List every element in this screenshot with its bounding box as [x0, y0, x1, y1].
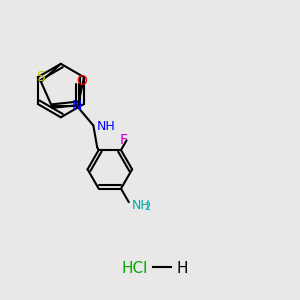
Text: NH: NH	[96, 121, 115, 134]
Text: NH: NH	[132, 199, 151, 212]
Text: S: S	[37, 70, 45, 84]
Text: F: F	[120, 134, 128, 147]
Text: O: O	[76, 74, 87, 88]
Text: H: H	[177, 261, 188, 276]
Text: HCl: HCl	[122, 261, 148, 276]
Text: N: N	[72, 99, 82, 113]
Text: 2: 2	[144, 202, 151, 212]
